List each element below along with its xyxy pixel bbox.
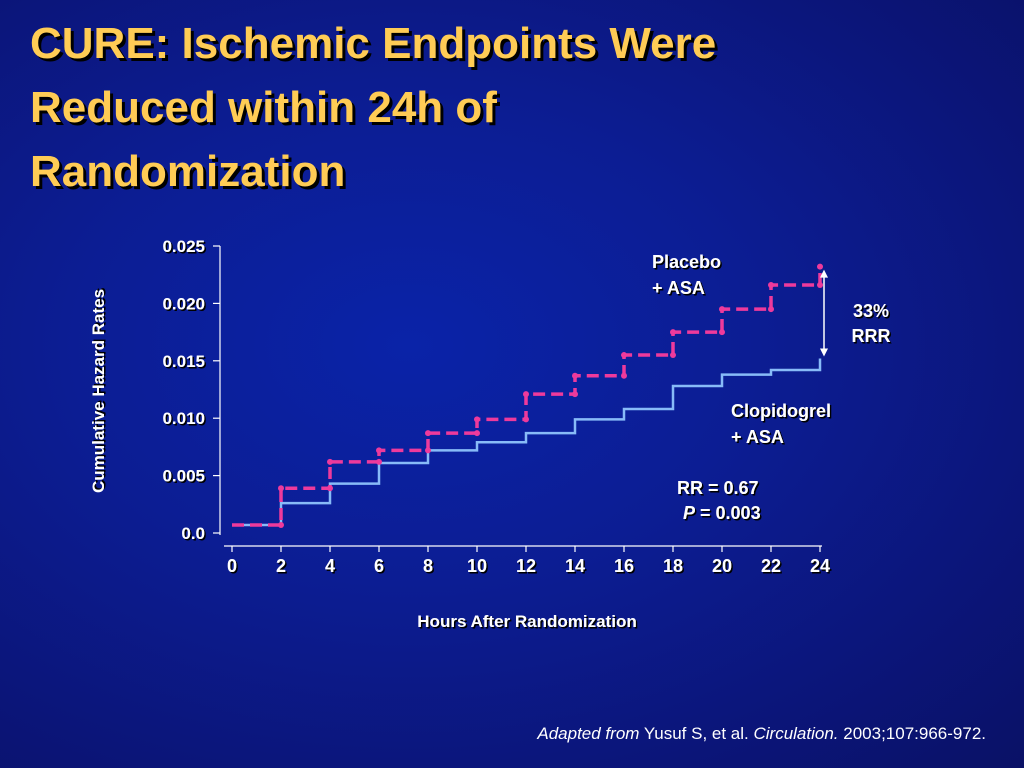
- p-value: P = 0.003: [683, 503, 761, 523]
- x-tick-label: 14: [565, 556, 585, 576]
- x-tick-label: 12: [516, 556, 536, 576]
- series-placebo-point: [670, 352, 676, 359]
- series-placebo-point: [719, 329, 725, 336]
- series-placebo-point: [376, 447, 382, 454]
- x-tick-label: 20: [712, 556, 732, 576]
- x-tick-label: 0: [227, 556, 237, 576]
- series-placebo-point: [670, 329, 676, 336]
- legend-clopidogrel-line-2: + ASA: [731, 427, 784, 447]
- series-placebo-point: [474, 430, 480, 437]
- citation-journal: Circulation.: [753, 724, 839, 743]
- series-placebo-point: [523, 391, 529, 398]
- x-tick-label: 2: [276, 556, 286, 576]
- chart-labels: Cumulative Hazard Rates Hours After Rand…: [89, 252, 891, 631]
- legend-clopidogrel-line-1: Clopidogrel: [731, 401, 831, 421]
- series-placebo-point: [425, 447, 431, 454]
- series-placebo-point: [278, 485, 284, 492]
- slide-title: CURE: Ischemic Endpoints Were Reduced wi…: [30, 12, 930, 204]
- y-tick-label: 0.010: [162, 409, 205, 428]
- series-placebo-point: [425, 430, 431, 437]
- rrr-line-1: 33%: [853, 301, 889, 321]
- series-placebo-point: [523, 416, 529, 423]
- series-placebo-point: [817, 263, 823, 270]
- series-placebo-point: [376, 458, 382, 465]
- y-tick-label: 0.005: [162, 467, 205, 486]
- series-placebo-point: [327, 485, 333, 492]
- series-placebo-point: [278, 521, 284, 528]
- chart-series: [232, 263, 828, 528]
- x-axis-label: Hours After Randomization: [417, 612, 636, 631]
- x-tick-label: 8: [423, 556, 433, 576]
- x-tick-label: 6: [374, 556, 384, 576]
- x-tick-label: 18: [663, 556, 683, 576]
- series-placebo-point: [621, 372, 627, 379]
- p-value-number: = 0.003: [695, 503, 761, 523]
- x-tick-label: 4: [325, 556, 335, 576]
- series-placebo-point: [768, 282, 774, 289]
- citation-authors: Yusuf S, et al.: [639, 724, 754, 743]
- y-tick-label: 0.020: [162, 294, 205, 313]
- y-tick-label: 0.0: [181, 524, 205, 543]
- legend-placebo-line-1: Placebo: [652, 252, 721, 272]
- rr-value: RR = 0.67: [677, 478, 759, 498]
- rrr-arrow-head-up: [820, 269, 828, 278]
- title-line-3: Randomization: [30, 147, 346, 196]
- series-placebo-point: [474, 416, 480, 423]
- x-tick-label: 22: [761, 556, 781, 576]
- series-placebo-point: [572, 372, 578, 379]
- x-tick-label: 24: [810, 556, 830, 576]
- series-placebo-point: [768, 306, 774, 313]
- y-tick-label: 0.015: [162, 352, 205, 371]
- title-line-1: CURE: Ischemic Endpoints Were: [30, 19, 717, 68]
- legend-placebo-line-2: + ASA: [652, 278, 705, 298]
- y-axis-label: Cumulative Hazard Rates: [89, 289, 108, 493]
- x-tick-label: 10: [467, 556, 487, 576]
- citation: Adapted from Yusuf S, et al. Circulation…: [537, 724, 986, 744]
- y-tick-label: 0.025: [162, 237, 205, 256]
- series-placebo-point: [719, 306, 725, 313]
- citation-adapted: Adapted from: [537, 724, 640, 743]
- series-placebo-point: [327, 458, 333, 465]
- p-value-label: P: [683, 503, 696, 523]
- series-placebo-point: [817, 282, 823, 289]
- citation-ref: 2003;107:966-972.: [838, 724, 986, 743]
- title-line-2: Reduced within 24h of: [30, 83, 497, 132]
- series-placebo-point: [572, 391, 578, 398]
- series-placebo-point: [621, 352, 627, 359]
- rrr-arrow-head-down: [820, 348, 828, 357]
- x-tick-label: 16: [614, 556, 634, 576]
- series-clopidogrel-line: [232, 358, 822, 527]
- rrr-line-2: RRR: [852, 326, 891, 346]
